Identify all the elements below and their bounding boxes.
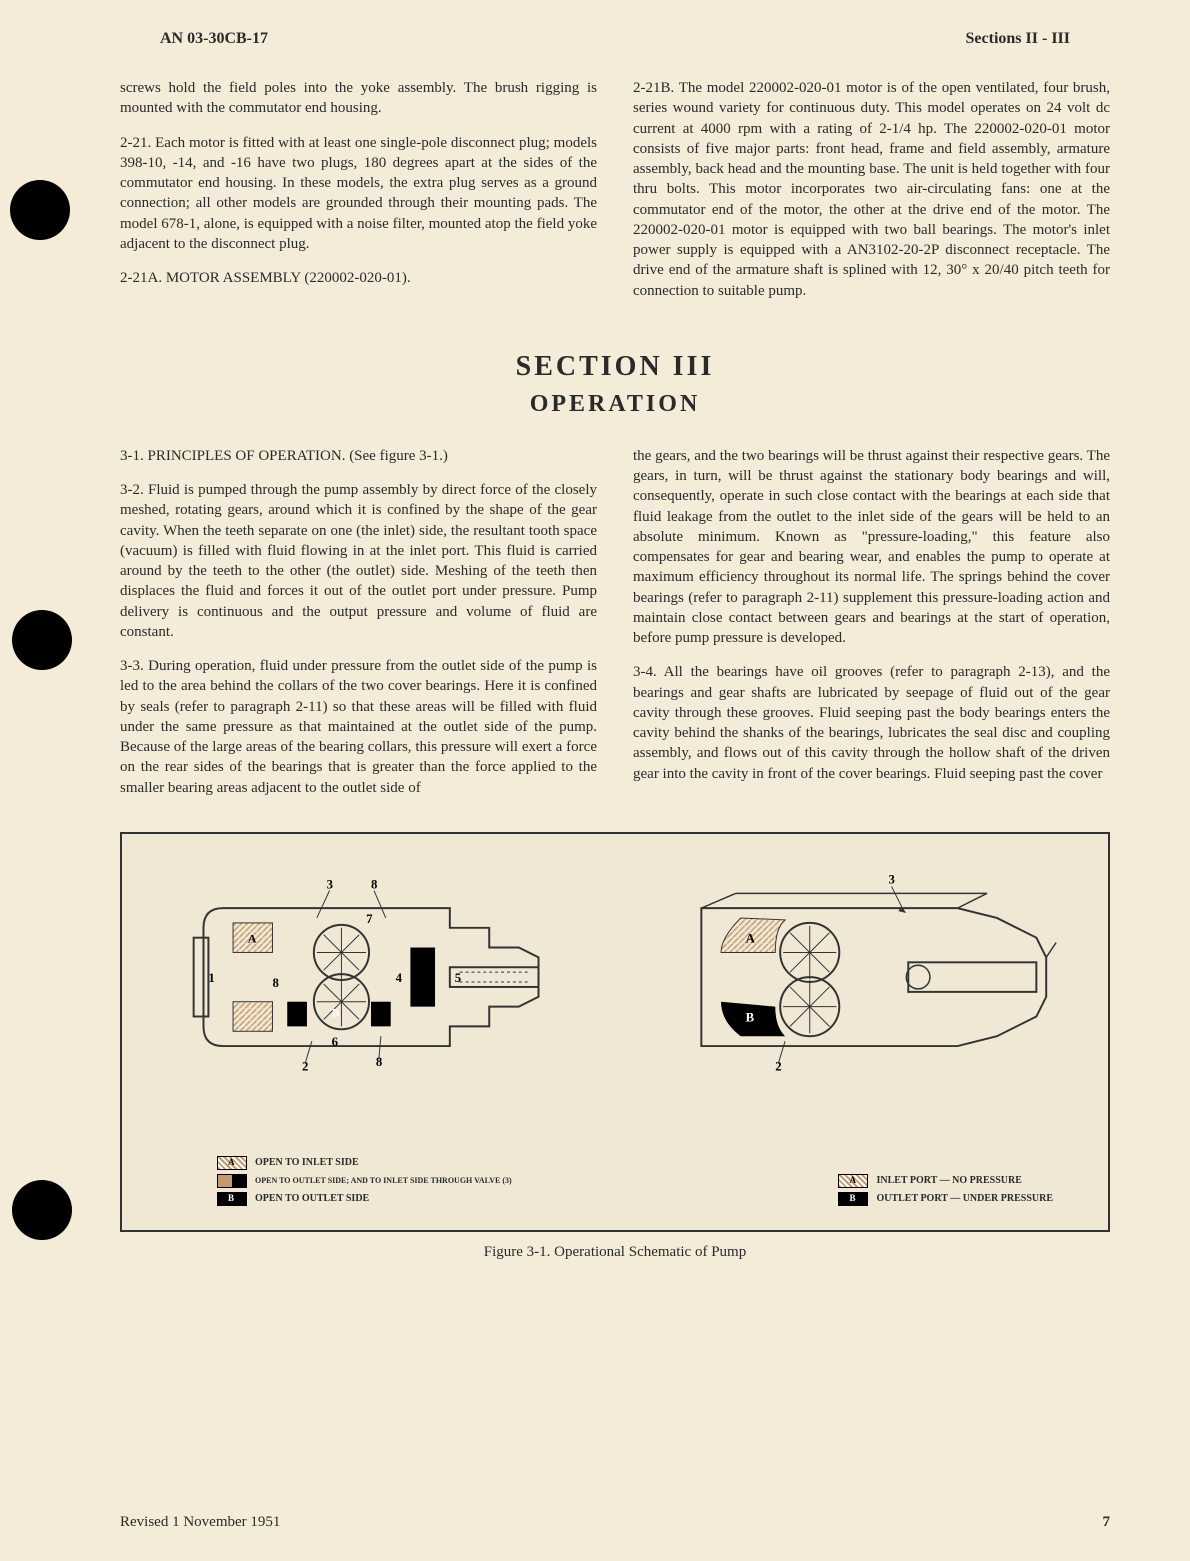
left-column-s3: 3-1. PRINCIPLES OF OPERATION. (See figur… xyxy=(120,446,597,812)
right-column-s3: the gears, and the two bearings will be … xyxy=(633,446,1110,812)
revision-date: Revised 1 November 1951 xyxy=(120,1514,280,1531)
para-3-3b: the gears, and the two bearings will be … xyxy=(633,446,1110,649)
legend-left: A OPEN TO INLET SIDE OPEN TO OUTLET SIDE… xyxy=(217,1156,512,1210)
swatch-black-icon: B xyxy=(838,1192,868,1206)
legend-item: B OPEN TO OUTLET SIDE xyxy=(217,1192,512,1206)
legend-item: OPEN TO OUTLET SIDE; AND TO INLET SIDE T… xyxy=(217,1174,512,1188)
legend-text: OPEN TO OUTLET SIDE; AND TO INLET SIDE T… xyxy=(255,1176,512,1185)
section-title: SECTION III xyxy=(120,351,1110,383)
doc-number: AN 03-30CB-17 xyxy=(160,30,268,48)
label-8b: 8 xyxy=(272,976,278,990)
pump-schematic-left: 1 2 3 4 5 6 7 8 8 8 A B xyxy=(137,849,605,1105)
label-5: 5 xyxy=(455,971,461,985)
legend-item: A INLET PORT — NO PRESSURE xyxy=(838,1174,1053,1188)
figure-3-1: 1 2 3 4 5 6 7 8 8 8 A B xyxy=(120,832,1110,1232)
section-2-content: screws hold the field poles into the yok… xyxy=(120,78,1110,315)
para-2-21: 2-21. Each motor is fitted with at least… xyxy=(120,133,597,255)
hole-punch-1 xyxy=(10,180,70,240)
legend-right: A INLET PORT — NO PRESSURE B OUTLET PORT… xyxy=(838,1174,1053,1210)
legend-item: B OUTLET PORT — UNDER PRESSURE xyxy=(838,1192,1053,1206)
figure-caption: Figure 3-1. Operational Schematic of Pum… xyxy=(120,1244,1110,1261)
section-3-content: 3-1. PRINCIPLES OF OPERATION. (See figur… xyxy=(120,446,1110,812)
swatch-mixed-icon xyxy=(217,1174,247,1188)
label-A1: A xyxy=(248,931,257,945)
label-3r: 3 xyxy=(889,872,895,886)
pump-schematic-right: 2 3 A B xyxy=(625,849,1093,1105)
para-3-1: 3-1. PRINCIPLES OF OPERATION. (See figur… xyxy=(120,446,597,466)
label-7: 7 xyxy=(366,912,373,926)
para-3-4: 3-4. All the bearings have oil grooves (… xyxy=(633,662,1110,784)
label-6: 6 xyxy=(332,1035,339,1049)
page-footer: Revised 1 November 1951 7 xyxy=(120,1514,1110,1531)
swatch-hatch-icon: A xyxy=(217,1156,247,1170)
label-Br: B xyxy=(746,1010,755,1024)
para-3-2: 3-2. Fluid is pumped through the pump as… xyxy=(120,480,597,642)
figure-right-diagram: 2 3 A B A INLET PORT — NO PRESSURE xyxy=(625,849,1093,1215)
label-B1: B xyxy=(332,1005,340,1019)
para-2-21B: 2-21B. The model 220002-020-01 motor is … xyxy=(633,78,1110,301)
hole-punch-3 xyxy=(12,1180,72,1240)
label-3: 3 xyxy=(327,877,333,891)
section-3-header: SECTION III OPERATION xyxy=(120,351,1110,418)
legend-item: A OPEN TO INLET SIDE xyxy=(217,1156,512,1170)
page-number: 7 xyxy=(1103,1514,1111,1531)
para-2-21A: 2-21A. MOTOR ASSEMBLY (220002-020-01). xyxy=(120,268,597,288)
figure-left-diagram: 1 2 3 4 5 6 7 8 8 8 A B xyxy=(137,849,605,1215)
section-subtitle: OPERATION xyxy=(120,391,1110,418)
swatch-black-icon: B xyxy=(217,1192,247,1206)
legend-text: OPEN TO INLET SIDE xyxy=(255,1157,359,1168)
page-header: AN 03-30CB-17 Sections II - III xyxy=(120,30,1110,48)
right-column-s2: 2-21B. The model 220002-020-01 motor is … xyxy=(633,78,1110,315)
figure-content: 1 2 3 4 5 6 7 8 8 8 A B xyxy=(137,849,1093,1215)
section-label: Sections II - III xyxy=(966,30,1070,48)
legend-text: INLET PORT — NO PRESSURE xyxy=(876,1175,1021,1186)
label-8a: 8 xyxy=(371,877,377,891)
label-4: 4 xyxy=(396,971,403,985)
left-column-s2: screws hold the field poles into the yok… xyxy=(120,78,597,315)
para-3-3: 3-3. During operation, fluid under press… xyxy=(120,656,597,798)
legend-text: OUTLET PORT — UNDER PRESSURE xyxy=(876,1193,1053,1204)
hole-punch-2 xyxy=(12,610,72,670)
legend-text: OPEN TO OUTLET SIDE xyxy=(255,1193,369,1204)
para-2-20: screws hold the field poles into the yok… xyxy=(120,78,597,119)
label-Ar: A xyxy=(746,931,756,945)
label-1: 1 xyxy=(208,971,214,985)
swatch-hatch-icon: A xyxy=(838,1174,868,1188)
